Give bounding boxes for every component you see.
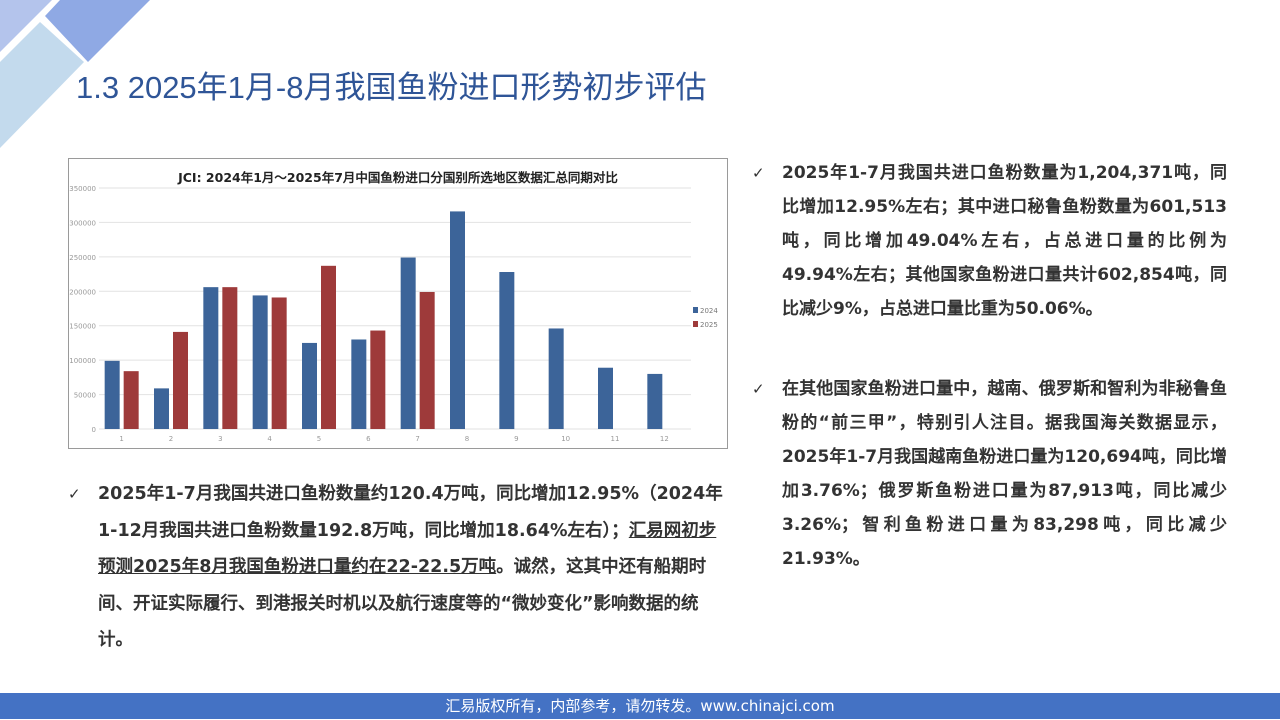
y-tick-label: 100000 [69, 357, 96, 365]
y-tick-label: 250000 [69, 254, 96, 262]
y-tick-label: 350000 [69, 185, 96, 193]
bar-2025 [271, 297, 287, 429]
legend-label: 2025 [700, 321, 718, 329]
chart-plot: 0 50000 100000 150000 200000 250000 300000 3500… [69, 185, 718, 443]
x-tick-label: 6 [366, 435, 371, 443]
bar-2024 [104, 360, 120, 429]
bar-2024 [647, 373, 663, 429]
y-tick-label: 200000 [69, 288, 96, 296]
chart-title: JCI: 2024年1月～2025年7月中国鱼粉进口分国别所选地区数据汇总同期对… [178, 170, 618, 185]
x-tick-label: 9 [514, 435, 518, 443]
y-tick-label: 50000 [74, 392, 96, 400]
left-bullet-text-b: 。诚然，这其中还有船期时间、开证实际履行、到港报关时机以及航行速度等的“微妙变化… [98, 557, 707, 650]
bar-2025 [222, 287, 238, 429]
bar-2025 [419, 291, 435, 429]
chart: JCI: 2024年1月～2025年7月中国鱼粉进口分国别所选地区数据汇总同期对… [68, 158, 728, 449]
x-tick-label: 3 [218, 435, 222, 443]
legend-swatch [693, 321, 698, 327]
bar-2024 [548, 328, 564, 429]
bar-2025 [123, 371, 139, 429]
legend-label: 2024 [700, 307, 718, 315]
x-tick-label: 1 [119, 435, 123, 443]
footer: 汇易版权所有，内部参考，请勿转发。www.chinajci.com [0, 693, 1280, 719]
y-tick-label: 300000 [69, 219, 96, 227]
bar-2024 [351, 339, 367, 429]
page-title: 1.3 2025年1月-8月我国鱼粉进口形势初步评估 [76, 70, 707, 105]
x-tick-label: 4 [267, 435, 272, 443]
bar-2024 [499, 272, 515, 429]
x-tick-label: 8 [465, 435, 469, 443]
right-bullet-1: ✓ 2025年1-7月我国共进口鱼粉数量为1,204,371吨，同比增加12.9… [752, 156, 1227, 326]
right-bullet-2: ✓ 在其他国家鱼粉进口量中，越南、俄罗斯和智利为非秘鲁鱼粉的“前三甲”，特别引人… [752, 372, 1227, 576]
bar-2024 [252, 295, 268, 429]
bar-2024 [400, 257, 416, 429]
bar-2024 [203, 287, 219, 429]
bar-2025 [173, 331, 188, 429]
y-tick-label: 0 [92, 426, 96, 434]
corner-decoration [0, 0, 150, 148]
bar-2024 [302, 342, 317, 429]
left-bullet: ✓ 2025年1-7月我国共进口鱼粉数量约120.4万吨，同比增加12.95%（… [68, 476, 728, 659]
x-tick-label: 12 [660, 435, 669, 443]
bar-2025 [321, 265, 336, 429]
x-tick-label: 10 [561, 435, 570, 443]
check-icon: ✓ [68, 485, 81, 503]
right-bullet-1-text: 2025年1-7月我国共进口鱼粉数量为1,204,371吨，同比增加12.95%… [782, 163, 1227, 319]
bar-2024 [450, 211, 465, 429]
legend-swatch [693, 307, 698, 313]
x-tick-label: 5 [317, 435, 321, 443]
bar-2025 [370, 330, 386, 429]
bar-2024 [154, 388, 169, 429]
right-bullet-2-text: 在其他国家鱼粉进口量中，越南、俄罗斯和智利为非秘鲁鱼粉的“前三甲”，特别引人注目… [782, 379, 1227, 569]
left-bullet-forecast: 汇易网初步预测2025年8月我国鱼粉进口量约在22-22.5万吨 [98, 520, 717, 578]
x-tick-label: 7 [415, 435, 419, 443]
y-tick-label: 150000 [69, 323, 96, 331]
x-tick-label: 11 [611, 435, 620, 443]
x-tick-label: 2 [169, 435, 173, 443]
check-icon: ✓ [752, 380, 765, 398]
check-icon: ✓ [752, 164, 765, 182]
left-bullet-text-a: 2025年1-7月我国共进口鱼粉数量约120.4万吨，同比增加12.95%（20… [98, 484, 723, 541]
bar-2024 [598, 367, 613, 429]
